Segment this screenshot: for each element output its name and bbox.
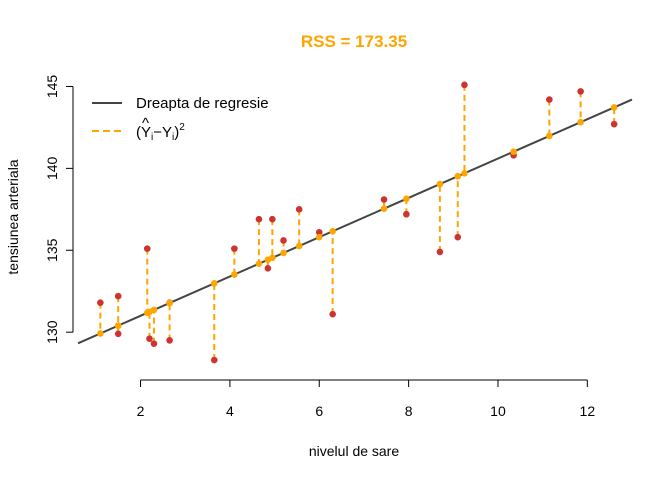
fitted-point-18: [403, 195, 410, 203]
fitted-point-20: [454, 172, 462, 180]
fitted-point-21: [461, 169, 468, 177]
fitted-point-24: [577, 118, 584, 126]
legend-resid-yhat: Y: [141, 124, 151, 141]
legend-resid-sub-i: i: [151, 132, 153, 143]
fitted-point-5: [150, 306, 158, 314]
y-axis-label: tensiunea arteriala: [5, 159, 21, 274]
y-tick-label-135: 135: [44, 238, 60, 262]
observed-point-23: [546, 96, 553, 103]
observed-point-9: [231, 245, 238, 252]
fitted-point-12: [269, 254, 276, 262]
legend-resid-close: ): [174, 124, 179, 141]
y-tick-label-130: 130: [44, 320, 60, 344]
fitted-point-15: [315, 233, 323, 241]
x-tick-label-6: 6: [315, 403, 323, 419]
observed-point-21: [461, 81, 468, 89]
observed-point-10: [255, 215, 263, 223]
fitted-point-7: [166, 299, 173, 307]
observed-point-18: [403, 210, 410, 218]
observed-point-8: [210, 356, 218, 364]
y-axis: 130 135 140 145: [44, 75, 74, 344]
fitted-point-14: [295, 242, 303, 250]
observed-point-13: [280, 237, 287, 244]
fitted-point-22: [510, 148, 517, 155]
observed-point-19: [436, 248, 444, 256]
observed-points: [97, 81, 618, 364]
fitted-point-23: [546, 132, 553, 140]
observed-point-20: [454, 233, 462, 241]
observed-point-11: [264, 264, 272, 272]
x-axis: 2 4 6 8 10 12: [137, 379, 596, 419]
legend-resid-label: (Yi−Yi)2: [136, 122, 185, 143]
observed-point-5: [150, 340, 158, 347]
fitted-point-19: [436, 180, 444, 188]
fitted-point-9: [231, 271, 238, 278]
chart-title: RSS = 173.35: [301, 32, 407, 51]
legend-resid-hat: ^: [142, 115, 149, 132]
observed-point-0: [97, 299, 104, 306]
observed-point-17: [380, 196, 388, 203]
x-tick-label-8: 8: [405, 403, 413, 419]
legend-resid-open: (: [136, 124, 141, 141]
legend-resid-minus: −: [153, 124, 162, 141]
x-tick-label-4: 4: [226, 403, 234, 419]
observed-point-1: [114, 292, 122, 300]
fitted-point-13: [280, 249, 287, 257]
fitted-points: [97, 104, 618, 337]
observed-point-14: [295, 206, 303, 213]
fitted-point-10: [255, 260, 263, 268]
observed-point-3: [143, 245, 151, 252]
legend-line-label: Dreapta de regresie: [136, 95, 269, 112]
x-tick-label-10: 10: [490, 403, 506, 419]
observed-point-7: [166, 337, 173, 344]
observed-point-15: [315, 228, 323, 236]
legend-resid-sup: 2: [179, 122, 185, 133]
fitted-point-25: [610, 104, 618, 111]
fitted-point-8: [210, 280, 218, 287]
fitted-point-0: [97, 330, 104, 337]
observed-point-2: [114, 330, 122, 338]
observed-point-25: [610, 120, 618, 128]
observed-point-24: [577, 88, 584, 95]
y-tick-label-145: 145: [44, 75, 60, 99]
fitted-point-16: [329, 227, 336, 235]
legend-resid-sub-i-2: i: [172, 132, 174, 143]
observed-point-12: [269, 215, 276, 223]
x-tick-label-2: 2: [137, 403, 145, 419]
y-tick-label-140: 140: [44, 156, 60, 180]
observed-point-16: [329, 310, 336, 318]
fitted-point-2: [114, 322, 122, 329]
fitted-point-17: [380, 205, 388, 212]
x-axis-label: nivelul de sare: [309, 443, 399, 459]
observed-point-4: [146, 335, 153, 343]
x-tick-label-12: 12: [580, 403, 596, 419]
legend: Dreapta de regresie (Yi−Yi)2 ^: [92, 95, 269, 143]
legend-resid-y: Y: [162, 124, 172, 141]
